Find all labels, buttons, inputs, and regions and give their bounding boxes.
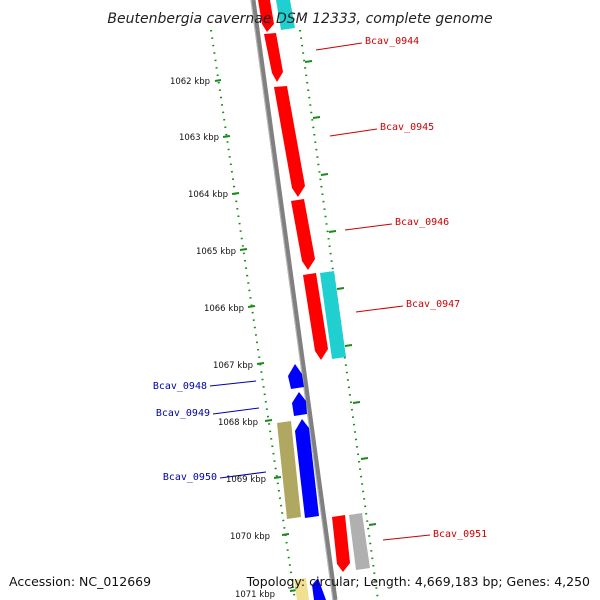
tick-label: 1063 kbp: [179, 133, 219, 143]
genome-backbone: [250, 0, 338, 600]
tick-label: 1062 kbp: [170, 77, 210, 87]
tick-label: 1069 kbp: [226, 475, 266, 485]
gene-label: Bcav_0945: [380, 122, 434, 133]
gene-label: Bcav_0944: [365, 36, 419, 47]
forward-leader-lines: [315, 42, 431, 541]
reverse-gene-labels: Bcav_0948 Bcav_0949 Bcav_0950: [153, 381, 217, 483]
gene-feature: [332, 515, 350, 572]
gene-feature: [295, 419, 319, 518]
tick-label: 1067 kbp: [213, 361, 253, 371]
tick-label: 1065 kbp: [196, 247, 236, 257]
accession-text: Accession: NC_012669: [9, 574, 151, 589]
gene-feature: [274, 86, 305, 197]
forward-gene-labels: Bcav_0944 Bcav_0945 Bcav_0946 Bcav_0947 …: [365, 36, 487, 540]
gene-label: Bcav_0949: [156, 408, 210, 419]
reverse-leader-lines: [209, 380, 267, 479]
gene-feature: [276, 0, 295, 30]
tick-label: 1066 kbp: [204, 304, 244, 314]
genome-stats-text: Topology: circular; Length: 4,669,183 bp…: [246, 574, 590, 589]
gene-label: Bcav_0946: [395, 217, 449, 228]
gene-feature: [303, 273, 328, 360]
tick-label: 1064 kbp: [188, 190, 228, 200]
reverse-features: [277, 364, 326, 600]
gene-label: Bcav_0947: [406, 299, 460, 310]
gene-feature: [291, 199, 315, 270]
gene-label: Bcav_0950: [163, 472, 217, 483]
gene-label: Bcav_0948: [153, 381, 207, 392]
gene-feature: [292, 392, 307, 416]
gene-feature: [294, 578, 309, 600]
right-tick-marks: [304, 60, 377, 526]
gene-feature: [277, 421, 301, 519]
gene-label: Bcav_0951: [433, 529, 487, 540]
left-tick-ring: [210, 29, 296, 600]
tick-label: 1068 kbp: [218, 418, 258, 428]
gene-feature: [258, 0, 274, 32]
forward-features: [258, 0, 370, 572]
tick-label: 1071 kbp: [235, 590, 275, 600]
gene-feature: [288, 364, 304, 389]
tick-label: 1070 kbp: [230, 532, 270, 542]
gene-feature: [349, 513, 370, 570]
tick-labels: 1062 kbp 1063 kbp 1064 kbp 1065 kbp 1066…: [170, 77, 275, 600]
gene-feature: [312, 578, 326, 600]
gene-feature: [320, 271, 346, 359]
genome-backbone-highlight: [250, 0, 334, 600]
map-title: Beutenbergia cavernae DSM 12333, complet…: [107, 11, 492, 27]
gene-feature: [264, 33, 283, 82]
